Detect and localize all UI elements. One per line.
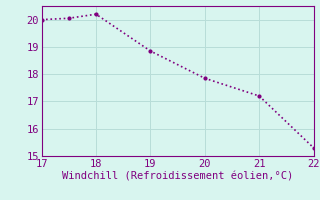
X-axis label: Windchill (Refroidissement éolien,°C): Windchill (Refroidissement éolien,°C) (62, 172, 293, 182)
